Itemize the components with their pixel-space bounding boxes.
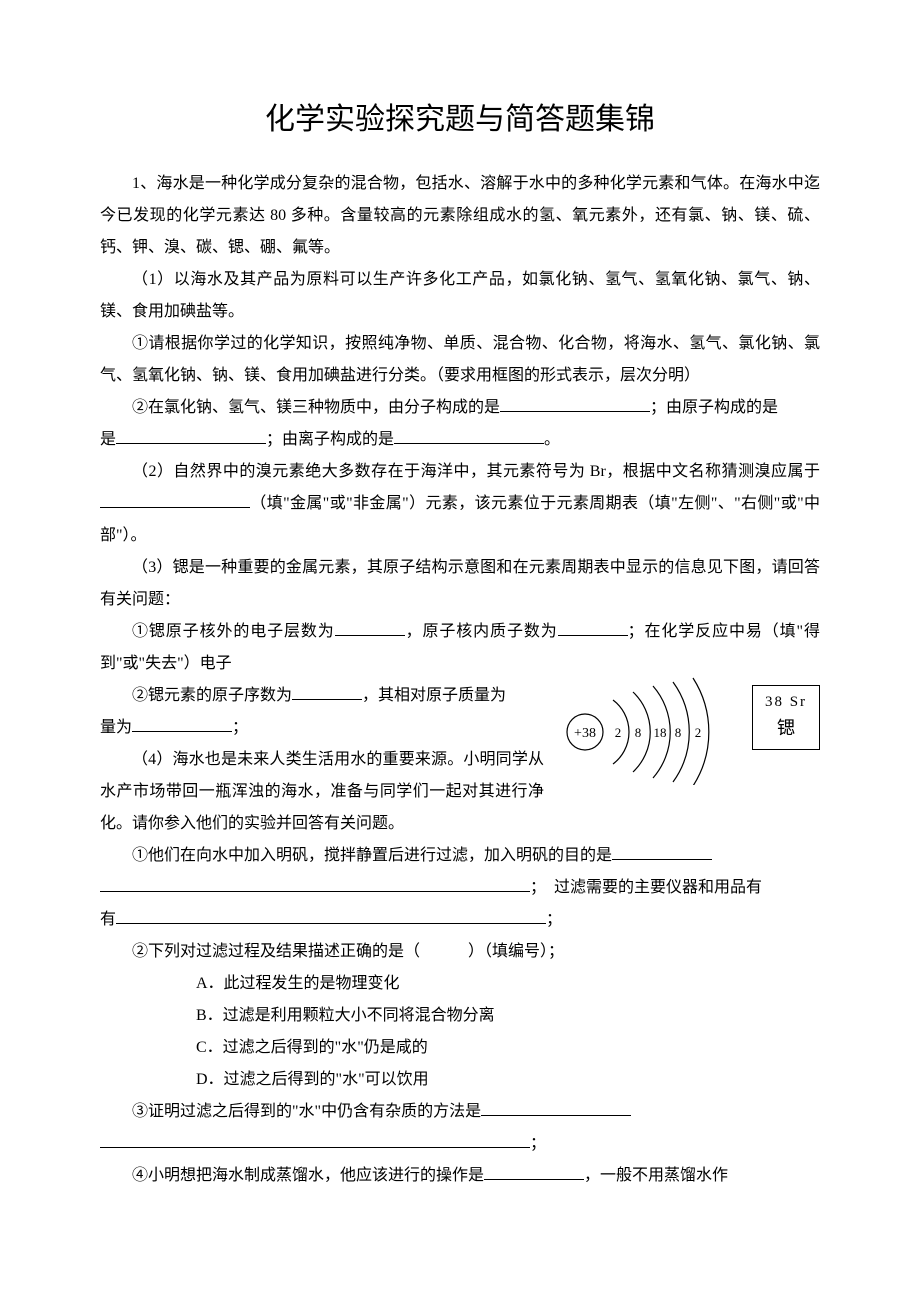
option-c: C．过滤之后得到的"水"仍是咸的	[100, 1032, 820, 1064]
text-segment-is: 是	[100, 431, 116, 448]
shell-electron-count: 2	[695, 725, 702, 740]
q1-part1-sub1: ①请根据你学过的化学知识，按照纯净物、单质、混合物、化合物，将海水、氢气、氯化钠…	[100, 328, 820, 392]
q1-part2: （2）自然界中的溴元素绝大多数存在于海洋中，其元素符号为 Br，根据中文名称猜测…	[100, 456, 820, 552]
text-segment: ②锶元素的原子序数为	[132, 687, 292, 704]
atom-structure-diagram: +38 2 8 18 8 2	[550, 670, 740, 785]
fill-blank[interactable]	[100, 492, 250, 508]
q1-part4-sub3: ③证明过滤之后得到的"水"中仍含有杂质的方法是	[100, 1096, 820, 1128]
q1-part1-sub2-line2: 是 ；由离子构成的是 。	[100, 424, 820, 456]
shell-electron-count: 8	[675, 725, 682, 740]
element-symbol: Sr	[790, 694, 807, 710]
text-segment-mass: 量为	[100, 719, 132, 736]
atom-diagram-container: +38 2 8 18 8 2 38 Sr 锶	[550, 680, 820, 790]
fill-blank[interactable]	[612, 844, 712, 860]
fill-blank[interactable]	[394, 428, 544, 444]
text-segment: ①他们在向水中加入明矾，搅拌静置后进行过滤，加入明矾的目的是	[132, 847, 612, 864]
text-segment: ；	[546, 911, 562, 928]
diagram-section: +38 2 8 18 8 2 38 Sr 锶 ②锶元素的原子序数为 ，其相对原子质…	[100, 680, 820, 840]
shell-electron-count: 8	[635, 725, 642, 740]
q1-part4-sub3-line2: ；	[100, 1128, 820, 1160]
fill-blank[interactable]	[484, 1164, 584, 1180]
option-a: A．此过程发生的是物理变化	[100, 968, 820, 1000]
shell-electron-count: 2	[615, 725, 622, 740]
nucleus-label: +38	[574, 726, 596, 741]
text-segment: （2）自然界中的溴元素绝大多数存在于海洋中，其元素符号为 Br，根据中文名称猜测…	[132, 463, 820, 480]
q1-part4-sub1-line2: ； 过滤需要的主要仪器和用品有	[100, 872, 820, 904]
fill-blank[interactable]	[100, 1132, 530, 1148]
q1-part1: （1）以海水及其产品为原料可以生产许多化工产品，如氯化钠、氢气、氢氧化钠、氯气、…	[100, 264, 820, 328]
fill-blank[interactable]	[335, 620, 405, 636]
element-number: 38	[765, 694, 784, 710]
text-segment: ；由离子构成的是	[266, 431, 394, 448]
fill-blank[interactable]	[481, 1100, 631, 1116]
option-d: D．过滤之后得到的"水"可以饮用	[100, 1064, 820, 1096]
text-segment-has: 有	[100, 911, 116, 928]
fill-blank[interactable]	[116, 908, 546, 924]
page-title: 化学实验探究题与简答题集锦	[100, 90, 820, 150]
fill-blank[interactable]	[132, 716, 232, 732]
fill-blank[interactable]	[100, 876, 530, 892]
q1-part4-sub2: ②下列对过滤过程及结果描述正确的是（ ）（填编号）；	[100, 936, 820, 968]
q1-intro: 1、海水是一种化学成分复杂的混合物，包括水、溶解于水中的多种化学元素和气体。在海…	[100, 168, 820, 264]
text-segment: ，原子核内质子数为	[405, 623, 558, 640]
text-segment: ②在氯化钠、氢气、镁三种物质中，由分子构成的是	[132, 399, 500, 416]
fill-blank[interactable]	[500, 396, 650, 412]
periodic-element-box: 38 Sr 锶	[752, 685, 820, 750]
option-b: B．过滤是利用颗粒大小不同将混合物分离	[100, 1000, 820, 1032]
q1-part4-sub1-line3: 有；	[100, 904, 820, 936]
text-segment: ，一般不用蒸馏水作	[584, 1167, 728, 1184]
q1-part4-sub1: ①他们在向水中加入明矾，搅拌静置后进行过滤，加入明矾的目的是	[100, 840, 820, 872]
text-segment: ①锶原子核外的电子层数为	[132, 623, 335, 640]
text-segment: ；	[530, 1135, 546, 1152]
q1-part3: （3）锶是一种重要的金属元素，其原子结构示意图和在元素周期表中显示的信息见下图，…	[100, 552, 820, 616]
shell-electron-count: 18	[654, 725, 667, 740]
fill-blank[interactable]	[116, 428, 266, 444]
text-segment: ③证明过滤之后得到的"水"中仍含有杂质的方法是	[132, 1103, 481, 1120]
text-segment: ； 过滤需要的主要仪器和用品有	[530, 879, 762, 896]
text-segment: ；	[232, 719, 248, 736]
text-segment: ，其相对原子质量为	[362, 687, 506, 704]
q1-part4-sub4: ④小明想把海水制成蒸馏水，他应该进行的操作是 ，一般不用蒸馏水作	[100, 1160, 820, 1192]
q1-part1-sub2: ②在氯化钠、氢气、镁三种物质中，由分子构成的是 ；由原子构成的是	[100, 392, 820, 424]
text-segment: ；由原子构成的是	[650, 399, 778, 416]
element-number-symbol: 38 Sr	[753, 690, 819, 714]
text-segment: 。	[544, 431, 560, 448]
fill-blank[interactable]	[292, 684, 362, 700]
element-name: 锶	[753, 714, 819, 743]
fill-blank[interactable]	[558, 620, 628, 636]
text-segment: ④小明想把海水制成蒸馏水，他应该进行的操作是	[132, 1167, 484, 1184]
